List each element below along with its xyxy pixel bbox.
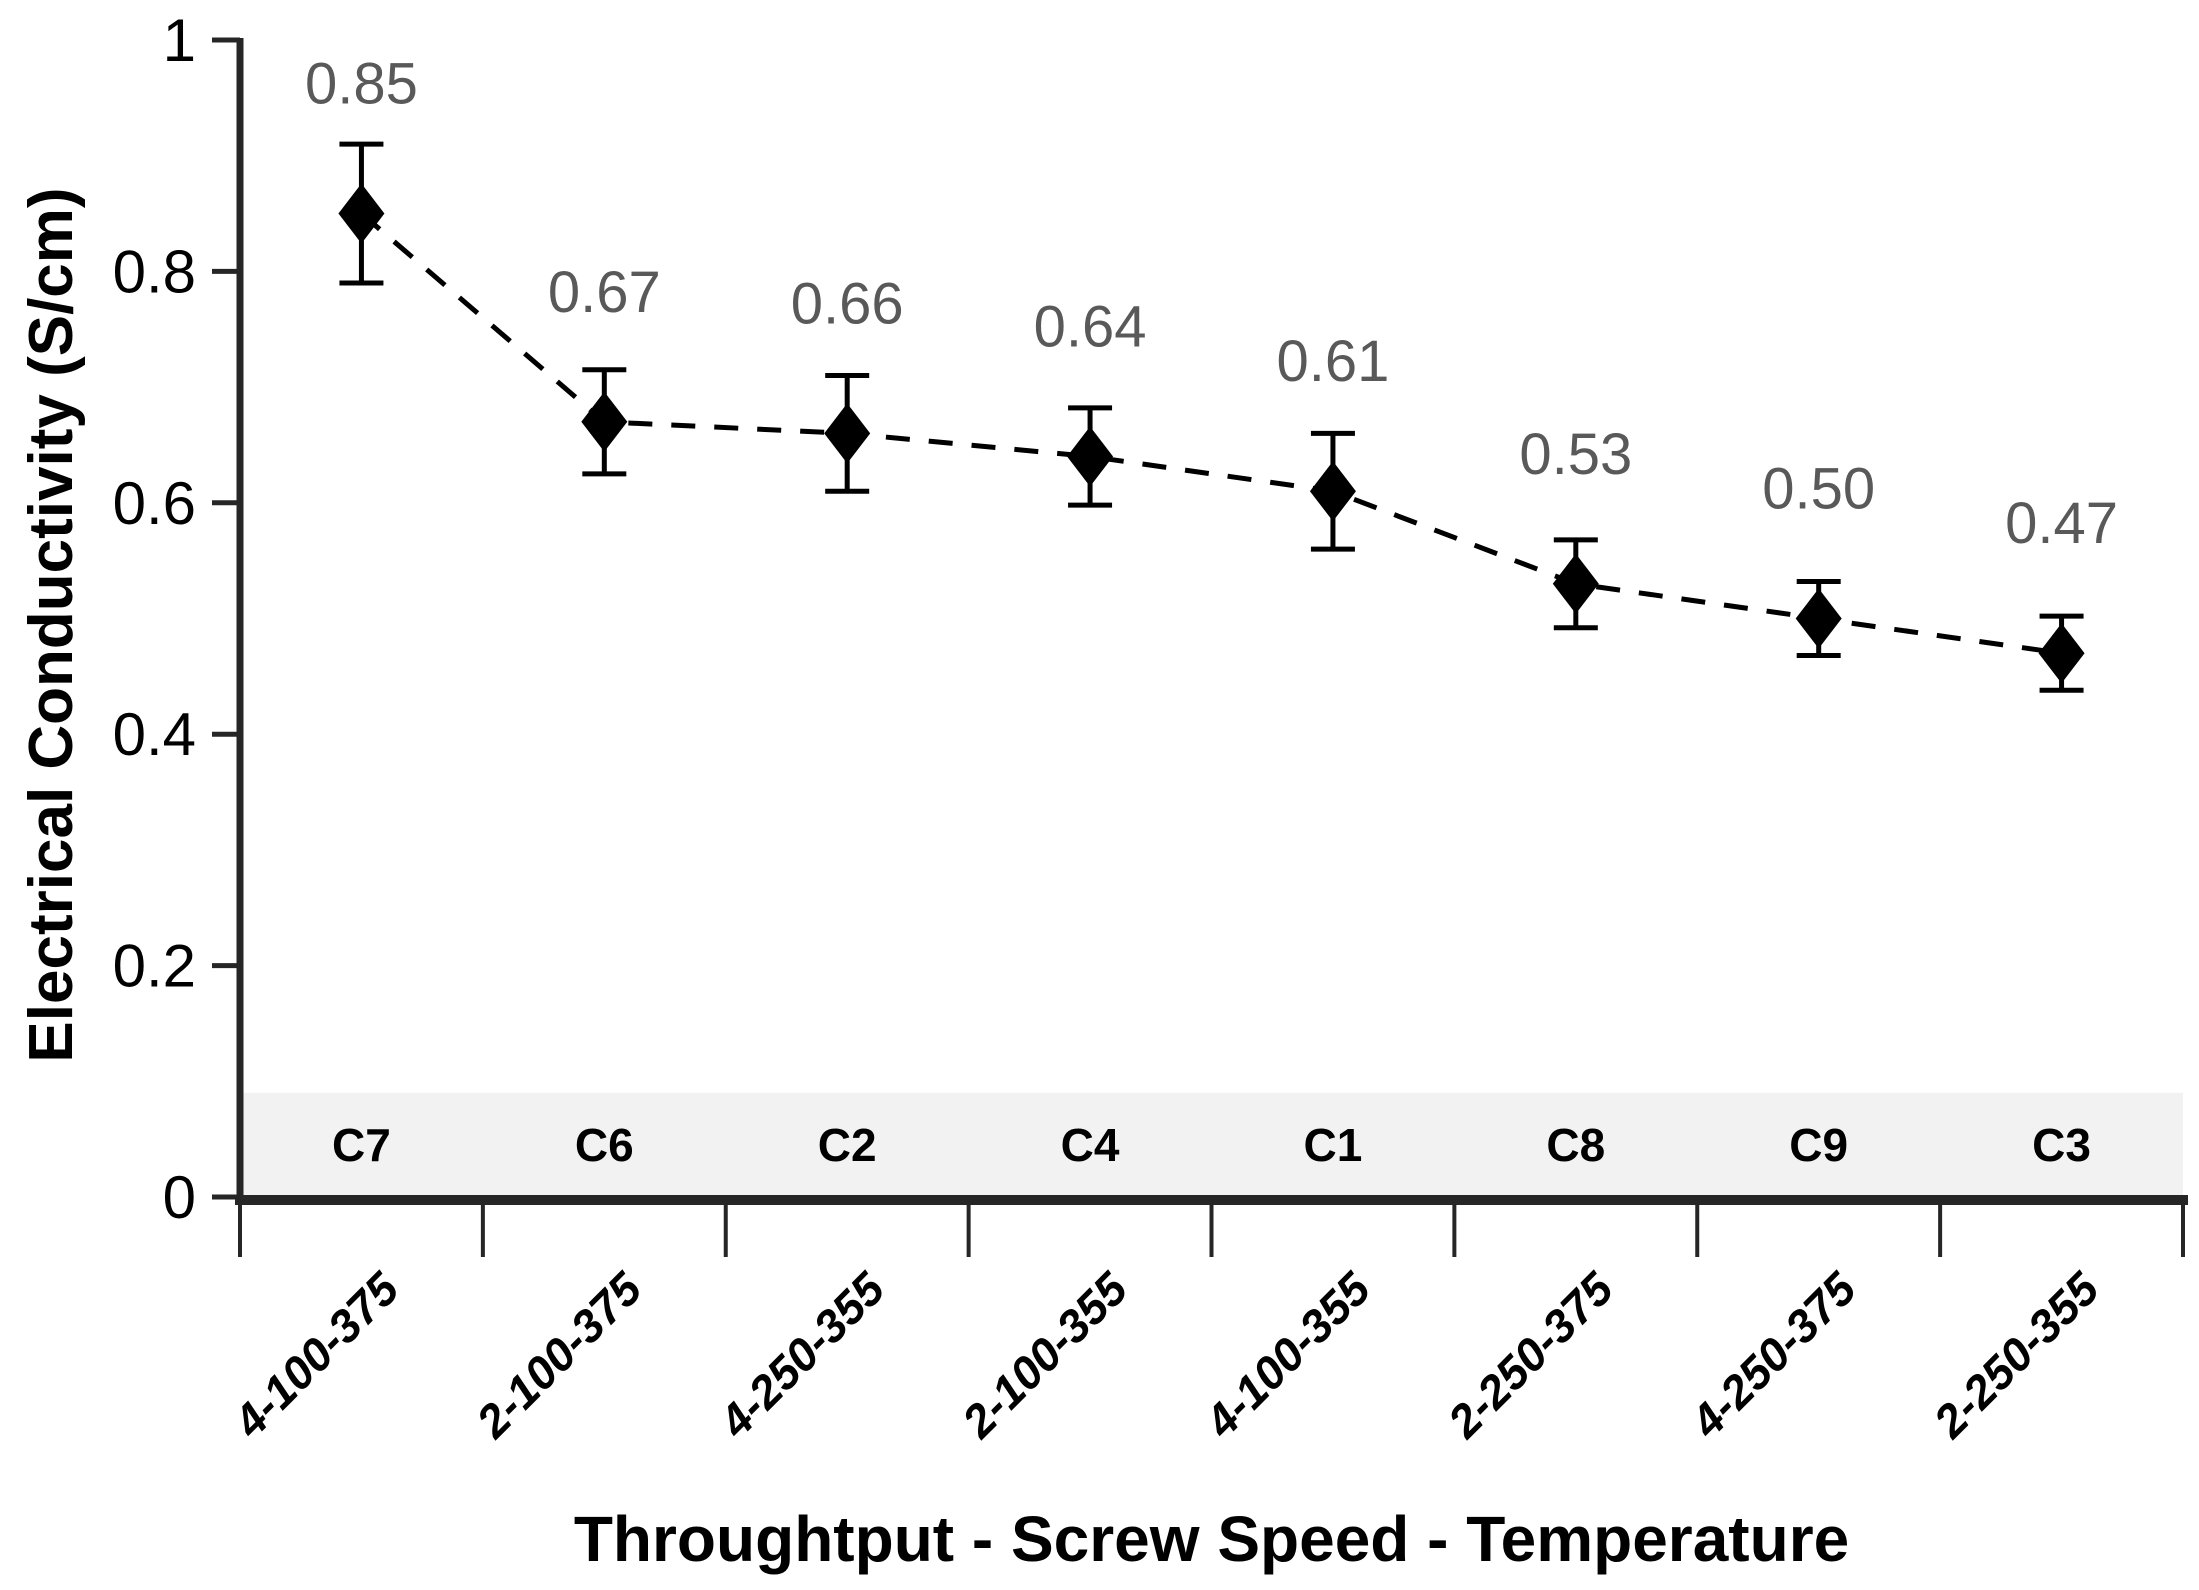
data-label: 0.47 [2005, 491, 2118, 556]
data-label: 0.53 [1519, 422, 1632, 487]
y-tick-label: 0.8 [113, 238, 196, 305]
sample-id-label: C7 [332, 1119, 391, 1171]
x-tick-label: 4-100-355 [1194, 1261, 1381, 1448]
y-axis-title: Electrical Conductivity (S/cm) [17, 187, 86, 1063]
sample-id-label: C4 [1061, 1119, 1120, 1171]
x-tick-label: 2-100-375 [466, 1261, 653, 1448]
plot-band [240, 1092, 2183, 1197]
data-point-marker [2038, 623, 2085, 684]
data-point-marker [338, 183, 385, 244]
x-axis-title: Throughtput - Screw Speed - Temperature [573, 1503, 1850, 1575]
data-point-marker [1067, 426, 1114, 487]
sample-id-label: C1 [1304, 1119, 1363, 1171]
x-tick-label: 2-250-355 [1923, 1261, 2110, 1448]
y-tick-label: 0.2 [113, 933, 196, 1000]
sample-id-label: C8 [1546, 1119, 1605, 1171]
data-label: 0.50 [1762, 457, 1875, 522]
data-point-marker [581, 391, 628, 452]
data-label: 0.67 [548, 260, 661, 325]
x-tick-label: 2-250-375 [1437, 1261, 1624, 1448]
data-label: 0.61 [1276, 329, 1389, 394]
y-tick-label: 0.4 [113, 701, 196, 768]
y-tick-label: 0 [163, 1164, 196, 1231]
sample-id-label: C9 [1789, 1119, 1848, 1171]
sample-id-label: C3 [2032, 1119, 2091, 1171]
series-line [359, 211, 2062, 656]
y-tick-label: 1 [163, 7, 196, 74]
data-point-marker [1309, 461, 1356, 522]
y-tick-label: 0.6 [113, 470, 196, 537]
x-tick-label: 4-250-375 [1680, 1261, 1867, 1448]
data-label: 0.66 [791, 271, 904, 336]
x-tick-label: 4-100-375 [223, 1261, 410, 1448]
x-tick-label: 2-100-355 [951, 1261, 1138, 1448]
data-label: 0.64 [1034, 295, 1147, 360]
sample-id-label: C2 [818, 1119, 877, 1171]
data-point-marker [824, 403, 871, 464]
x-tick-label: 4-250-355 [708, 1261, 895, 1448]
data-point-marker [1795, 588, 1842, 649]
sample-id-label: C6 [575, 1119, 634, 1171]
data-point-marker [1552, 553, 1599, 614]
data-label: 0.85 [305, 52, 418, 117]
